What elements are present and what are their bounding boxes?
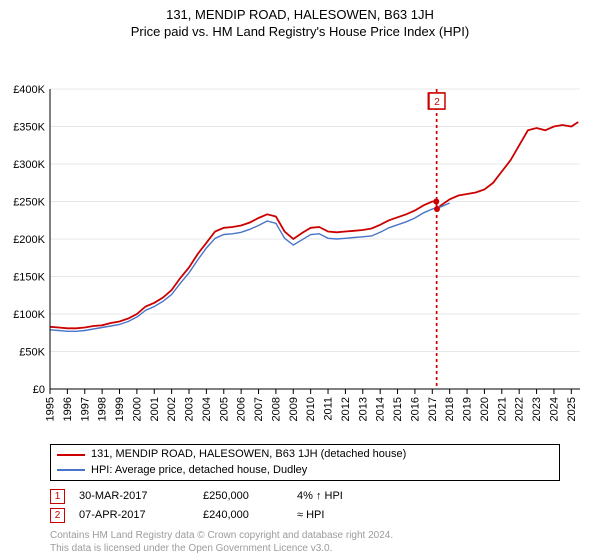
sale-date: 07-APR-2017 [79,509,189,521]
svg-text:2008: 2008 [270,397,282,421]
svg-text:2013: 2013 [357,397,369,421]
svg-text:2024: 2024 [548,397,560,421]
legend-item: HPI: Average price, detached house, Dudl… [57,463,553,478]
svg-text:£200K: £200K [13,234,45,246]
legend-item: 131, MENDIP ROAD, HALESOWEN, B63 1JH (de… [57,447,553,462]
svg-text:£400K: £400K [13,84,45,96]
sale-date: 30-MAR-2017 [79,490,189,502]
footer-attribution: Contains HM Land Registry data © Crown c… [50,529,560,555]
svg-text:2022: 2022 [514,397,526,421]
svg-text:£350K: £350K [13,122,45,134]
svg-text:2009: 2009 [288,397,300,421]
sale-badge: 1 [50,489,65,504]
svg-text:2012: 2012 [340,397,352,421]
sale-price: £250,000 [203,490,283,502]
svg-text:1996: 1996 [62,397,74,421]
svg-text:£150K: £150K [13,272,45,284]
page-subtitle: Price paid vs. HM Land Registry's House … [0,24,600,39]
svg-text:2017: 2017 [427,397,439,421]
svg-text:£0: £0 [33,384,45,396]
footer-line: This data is licensed under the Open Gov… [50,542,560,555]
svg-text:2018: 2018 [444,397,456,421]
svg-text:2021: 2021 [496,397,508,421]
svg-text:2019: 2019 [462,397,474,421]
svg-text:2002: 2002 [166,397,178,421]
svg-text:2016: 2016 [409,397,421,421]
svg-text:2003: 2003 [184,397,196,421]
svg-text:£250K: £250K [13,197,45,209]
sale-row: 2 07-APR-2017 £240,000 ≈ HPI [50,506,560,525]
svg-text:2001: 2001 [149,397,161,421]
svg-text:2025: 2025 [566,397,578,421]
sale-row: 1 30-MAR-2017 £250,000 4% ↑ HPI [50,487,560,506]
chart-svg: £0 £50K £100K £150K £200K £250K £300K £350K £400… [0,43,600,433]
svg-text:£100K: £100K [13,309,45,321]
svg-text:2000: 2000 [131,397,143,421]
svg-text:2020: 2020 [479,397,491,421]
svg-text:2011: 2011 [323,397,335,421]
svg-text:2006: 2006 [236,397,248,421]
legend: 131, MENDIP ROAD, HALESOWEN, B63 1JH (de… [50,444,560,481]
svg-text:2014: 2014 [375,397,387,421]
price-chart: £0 £50K £100K £150K £200K £250K £300K £350K £400… [0,43,600,438]
sale-delta: ≈ HPI [297,509,392,521]
svg-text:1995: 1995 [45,397,57,421]
svg-text:2010: 2010 [305,397,317,421]
svg-text:1998: 1998 [97,397,109,421]
svg-text:1999: 1999 [114,397,126,421]
sales-table: 1 30-MAR-2017 £250,000 4% ↑ HPI 2 07-APR-2017… [50,487,560,525]
legend-swatch [57,454,85,456]
legend-swatch [57,469,85,471]
svg-text:£300K: £300K [13,159,45,171]
svg-text:1997: 1997 [79,397,91,421]
svg-text:2007: 2007 [253,397,265,421]
svg-text:£50K: £50K [19,347,45,359]
page-title: 131, MENDIP ROAD, HALESOWEN, B63 1JH [0,0,600,24]
sale-price: £240,000 [203,509,283,521]
footer-line: Contains HM Land Registry data © Crown c… [50,529,560,542]
sale-delta: 4% ↑ HPI [297,490,392,502]
svg-text:2004: 2004 [201,397,213,421]
legend-label: HPI: Average price, detached house, Dudl… [91,463,307,478]
svg-text:2015: 2015 [392,397,404,421]
svg-text:2023: 2023 [531,397,543,421]
svg-text:2: 2 [434,97,440,108]
sale-badge: 2 [50,508,65,523]
legend-label: 131, MENDIP ROAD, HALESOWEN, B63 1JH (de… [91,447,406,462]
svg-text:2005: 2005 [218,397,230,421]
